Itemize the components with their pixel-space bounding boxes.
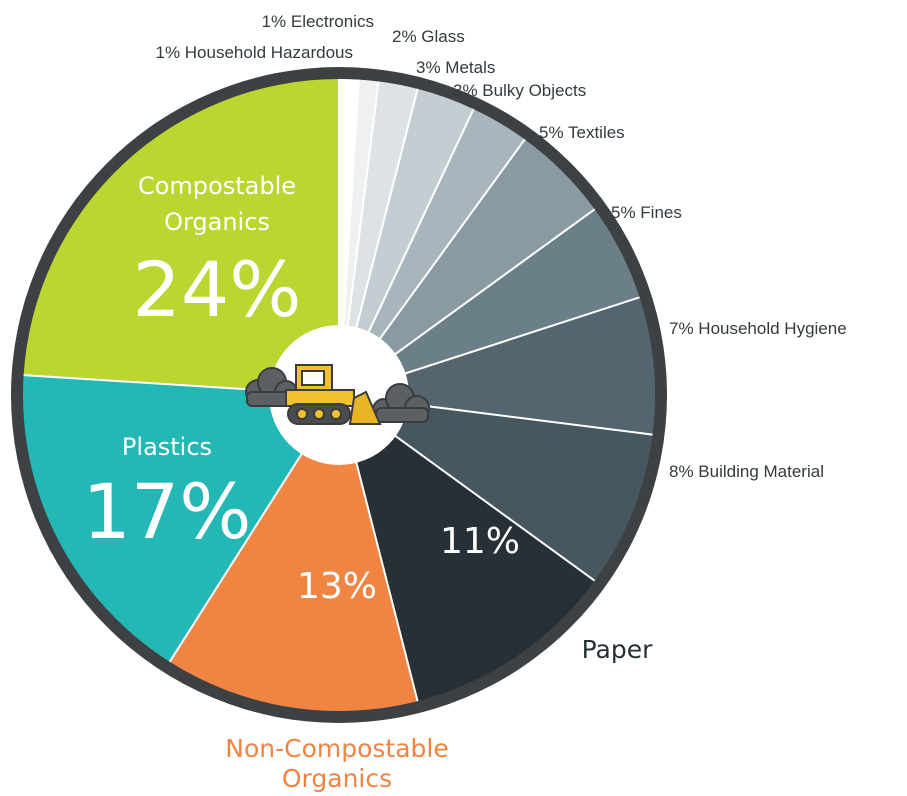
pie-slice-paper <box>339 395 595 702</box>
slice-label-fines: 5% Fines <box>611 203 682 222</box>
slice-name-paper: Paper <box>582 635 654 664</box>
slice-label-household-hygiene: 7% Household Hygiene <box>669 319 847 338</box>
slice-name-compostable-organics-line2: Organics <box>164 208 270 236</box>
slice-label-textiles: 5% Textiles <box>539 123 625 142</box>
bulldozer-icon <box>245 364 430 425</box>
slice-percent-compostable-organics: 24% <box>133 245 302 334</box>
pie-slice-metals <box>339 88 474 395</box>
slice-percent-non-compostable-organics: 13% <box>297 566 377 607</box>
slice-labels: 1% Electronics 1% Household Hazardous 2% G… <box>83 12 847 793</box>
slice-label-household-hazardous: 1% Household Hazardous <box>155 43 353 62</box>
pie-slice-fines <box>339 209 640 395</box>
pie-slices <box>11 67 667 723</box>
pie-slice-building-material <box>339 395 653 581</box>
pie-slice-bulky-objects <box>339 109 525 396</box>
pie-slice-compostable-organics <box>23 79 339 395</box>
slice-name-non-compostable-organics-line2: Organics <box>282 764 392 793</box>
slice-label-glass: 2% Glass <box>392 27 465 46</box>
slice-label-building-material: 8% Building Material <box>669 462 824 481</box>
slice-name-compostable-organics: Compostable <box>138 172 296 200</box>
slice-name-plastics: Plastics <box>122 433 212 461</box>
pie-slice-non-compostable-organics <box>169 395 418 711</box>
slice-percent-plastics: 17% <box>83 467 252 556</box>
pie-slice-textiles <box>339 139 595 395</box>
slice-label-bulky-objects: 3% Bulky Objects <box>453 81 586 100</box>
slice-label-electronics: 1% Electronics <box>262 12 374 31</box>
slice-label-metals: 3% Metals <box>416 58 495 77</box>
slice-name-non-compostable-organics: Non-Compostable <box>225 734 448 763</box>
pie-slice-plastics <box>22 375 339 662</box>
slice-percent-paper: 11% <box>440 521 520 562</box>
